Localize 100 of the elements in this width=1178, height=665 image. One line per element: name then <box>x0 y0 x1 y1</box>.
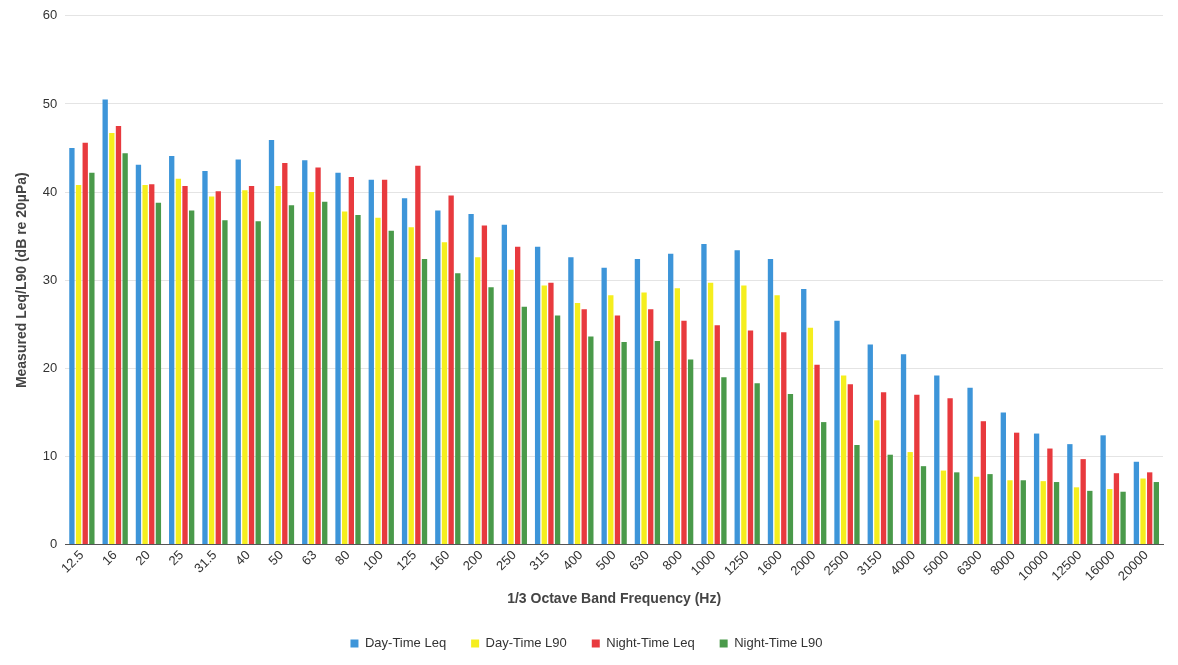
bar <box>701 244 707 545</box>
y-axis-title: Measured Leq/L90 (dB re 20µPa) <box>13 172 30 389</box>
x-tick-label: 800 <box>659 547 686 574</box>
bar <box>421 259 428 545</box>
x-tick-label: 315 <box>526 547 553 574</box>
y-tick-label: 20 <box>42 359 58 375</box>
bar <box>182 185 188 545</box>
bar <box>169 155 175 545</box>
bar <box>388 230 394 545</box>
x-axis-title: 1/3 Octave Band Frequency (Hz) <box>507 590 722 607</box>
legend-label: Night-Time L90 <box>734 635 823 651</box>
x-tick-label: 63 <box>298 547 320 569</box>
bar <box>741 285 747 545</box>
bar <box>1033 433 1040 545</box>
bar <box>342 211 348 545</box>
bar <box>1073 487 1080 545</box>
bar <box>581 309 587 545</box>
y-tick-label: 40 <box>42 183 58 199</box>
bar <box>1020 480 1026 545</box>
bar <box>767 259 774 545</box>
bar <box>608 295 614 545</box>
bar <box>568 257 574 545</box>
bar <box>1040 481 1046 545</box>
bar <box>681 320 687 545</box>
bar <box>102 99 108 545</box>
bar <box>515 246 521 545</box>
bar <box>548 282 554 545</box>
bar <box>1107 489 1113 545</box>
bar <box>707 282 714 545</box>
x-tick-label: 80 <box>331 547 353 569</box>
x-tick-label: 100 <box>359 547 386 574</box>
bar <box>455 273 461 545</box>
y-tick-label: 50 <box>42 95 58 111</box>
bar <box>940 470 947 545</box>
bar <box>967 387 973 545</box>
bar <box>648 309 654 545</box>
x-tick-label: 500 <box>592 547 619 574</box>
bar <box>315 167 321 545</box>
bar <box>69 148 75 545</box>
bar <box>202 170 208 545</box>
bar <box>954 472 960 545</box>
bar <box>89 172 95 545</box>
bar <box>1147 472 1153 545</box>
bar <box>834 320 840 545</box>
bar <box>508 269 514 545</box>
x-tick-label: 125 <box>393 547 420 574</box>
bar <box>348 177 354 545</box>
bar <box>368 179 374 545</box>
bar <box>854 445 860 545</box>
bar <box>634 259 641 545</box>
x-tick-label: 160 <box>426 547 453 574</box>
bar <box>275 185 281 545</box>
bar <box>674 288 680 545</box>
bar <box>1133 461 1140 545</box>
bar <box>222 220 228 545</box>
bar <box>641 292 647 545</box>
y-tick-label: 10 <box>42 448 58 464</box>
bar <box>235 159 241 545</box>
bar <box>135 164 142 545</box>
bar <box>468 214 474 545</box>
x-tick-label: 25 <box>165 547 187 569</box>
bar <box>1100 435 1106 545</box>
bar <box>900 354 907 545</box>
bar <box>920 466 927 545</box>
bar <box>747 330 754 545</box>
bar <box>268 140 275 545</box>
bar <box>415 165 421 545</box>
bar <box>1120 491 1126 545</box>
bar <box>302 160 308 545</box>
bar <box>149 184 155 545</box>
bar <box>721 377 727 545</box>
bar <box>574 303 581 545</box>
bar <box>82 142 88 545</box>
bar <box>1087 490 1093 545</box>
bar <box>1140 478 1146 545</box>
bar <box>787 393 794 545</box>
bar <box>541 285 547 545</box>
x-tick-label: 50 <box>265 547 287 569</box>
legend-label: Day-Time Leq <box>364 635 447 651</box>
bar <box>601 267 607 545</box>
bar <box>242 190 248 545</box>
bar <box>248 185 255 545</box>
bar <box>109 133 115 545</box>
x-tick-label: 16 <box>98 547 120 569</box>
bar <box>155 202 162 545</box>
bar <box>880 392 887 545</box>
y-tick-label: 30 <box>42 271 58 287</box>
bar <box>867 344 873 545</box>
bar <box>807 327 814 545</box>
x-tick-label: 200 <box>459 547 486 574</box>
bar <box>987 474 993 545</box>
bar <box>475 257 481 545</box>
bar <box>435 210 441 545</box>
bar <box>142 185 148 545</box>
bar <box>974 476 980 545</box>
bar <box>554 315 561 545</box>
bar <box>714 325 720 545</box>
bar <box>588 336 594 545</box>
bar <box>754 383 760 545</box>
bar <box>821 422 827 545</box>
